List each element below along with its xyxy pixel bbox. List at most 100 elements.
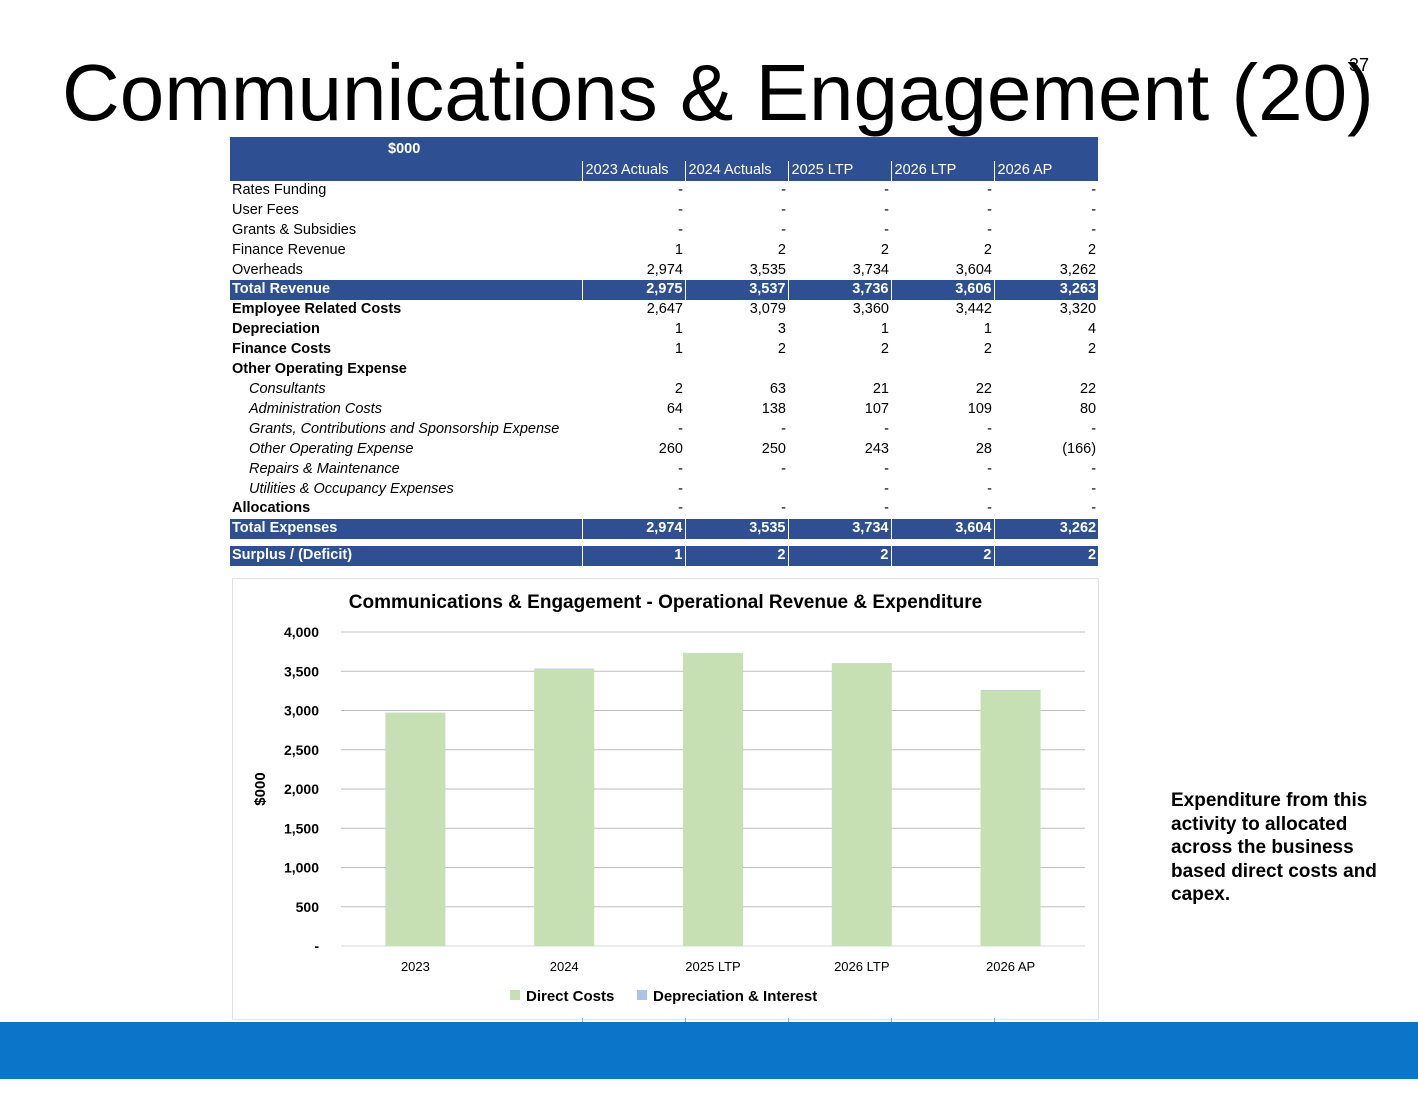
- cell-value: 2: [1088, 341, 1097, 358]
- cell-value: 3,606: [890, 280, 994, 301]
- cell-value: 63: [769, 380, 786, 397]
- cell-value: -: [987, 420, 992, 437]
- y-tick-label: 3,500: [284, 663, 319, 679]
- row-label: Other Operating Expense: [249, 440, 414, 457]
- y-tick-label: 500: [296, 899, 320, 915]
- table-row: User Fees - - - - -: [230, 201, 1098, 221]
- cell-value: -: [781, 420, 786, 437]
- cell-value: -: [678, 181, 683, 198]
- cell-value: [891, 360, 994, 380]
- row-label: Employee Related Costs: [232, 301, 402, 318]
- bar-direct-costs: [831, 663, 892, 946]
- cell-value: 3,734: [852, 261, 889, 278]
- table-row: Utilities & Occupancy Expenses - - - -: [230, 480, 1098, 500]
- cell-value: -: [884, 181, 889, 198]
- cell-value: 2,975: [581, 280, 685, 301]
- row-label: Finance Revenue: [232, 241, 346, 258]
- cell-value: 3,604: [890, 519, 994, 540]
- table-row: Overheads 2,974 3,535 3,734 3,604 3,262: [230, 261, 1098, 281]
- chart-title: Communications & Engagement - Operationa…: [349, 592, 982, 613]
- cell-value: 2: [880, 341, 889, 358]
- cell-value: 1: [674, 341, 683, 358]
- bar-direct-costs: [534, 668, 595, 946]
- table-row: Surplus / (Deficit) 1 2 2 2 2: [230, 546, 1099, 567]
- financial-table: $000 2023 Actuals 2024 Actuals 2025 LTP …: [230, 137, 1099, 567]
- cell-value: 1: [674, 321, 683, 338]
- cell-value: 2: [1088, 241, 1097, 258]
- cell-value: 4: [1088, 321, 1097, 338]
- cell-value: [994, 360, 1098, 380]
- y-tick-label: 2,000: [284, 781, 319, 797]
- chart-area: Communications & Engagement - Operationa…: [232, 578, 1099, 1020]
- table-row: Employee Related Costs 2,647 3,079 3,360 3,4…: [230, 300, 1098, 320]
- x-tick-label: 2026 LTP: [834, 959, 889, 974]
- cell-value: 1: [983, 321, 992, 338]
- cell-value: -: [1091, 221, 1097, 238]
- y-tick-label: 3,000: [284, 703, 319, 719]
- table-row: Repairs & Maintenance - - - - -: [230, 460, 1098, 480]
- cell-value: 2: [787, 546, 891, 567]
- bar-chart: Communications & Engagement - Operationa…: [252, 592, 1085, 1005]
- cell-value: 64: [666, 400, 683, 417]
- cell-value: 2: [983, 341, 992, 358]
- cell-value: 3,604: [955, 261, 992, 278]
- cell-value: -: [884, 201, 889, 218]
- cell-value: 3,535: [684, 519, 788, 540]
- y-tick-label: 1,000: [284, 860, 319, 876]
- cell-value: 107: [864, 400, 889, 417]
- cell-value: 2: [983, 241, 992, 258]
- cell-value: 2: [993, 546, 1099, 567]
- table-row: Finance Costs 1 2 2 2 2: [230, 340, 1098, 360]
- cell-value: -: [884, 420, 889, 437]
- cell-value: [788, 360, 891, 380]
- row-label: Repairs & Maintenance: [249, 460, 400, 477]
- table-row: Allocations - - - - -: [230, 499, 1098, 519]
- bar-direct-costs: [683, 653, 743, 946]
- cell-value: 2: [777, 341, 786, 358]
- cell-value: -: [1091, 460, 1097, 477]
- column-header: 2025 LTP: [787, 161, 891, 181]
- cell-value: 2: [684, 546, 788, 567]
- column-header: 2026 AP: [993, 161, 1099, 181]
- cell-value: -: [781, 201, 786, 218]
- cell-value: -: [678, 500, 683, 517]
- cell-value: 3,262: [993, 519, 1099, 540]
- cell-value: -: [987, 480, 992, 497]
- row-label: [230, 539, 582, 546]
- row-label: Grants & Subsidies: [232, 221, 357, 238]
- cell-value: 250: [761, 440, 786, 457]
- cell-value: 22: [1079, 380, 1097, 397]
- cell-value: 2: [890, 546, 994, 567]
- table-row: Other Operating Expense: [230, 360, 1098, 380]
- table-row: Grants, Contributions and Sponsorship Ex…: [230, 420, 1098, 440]
- table-row: Total Revenue 2,975 3,537 3,736 3,606 3,263: [230, 280, 1099, 301]
- table-row: Administration Costs 64 138 107 109 80: [230, 400, 1098, 420]
- y-tick-label: 1,500: [284, 820, 319, 836]
- cell-value: -: [678, 420, 683, 437]
- row-label: User Fees: [232, 201, 299, 218]
- cell-value: [685, 539, 788, 546]
- cell-value: 3,442: [955, 301, 992, 318]
- cell-value: 3,535: [749, 261, 786, 278]
- cell-value: 3,736: [787, 280, 891, 301]
- cell-value: 2: [777, 241, 786, 258]
- row-label: Total Revenue: [230, 280, 582, 301]
- cell-value: -: [781, 500, 786, 517]
- table-row: Consultants 2 63 21 22 22: [230, 380, 1098, 400]
- cell-value: [994, 539, 1098, 546]
- cell-value: 3,320: [1059, 301, 1097, 318]
- row-label: Utilities & Occupancy Expenses: [249, 480, 454, 497]
- row-label: Other Operating Expense: [232, 361, 407, 378]
- bar-direct-costs: [980, 690, 1041, 946]
- row-label: Grants, Contributions and Sponsorship Ex…: [249, 420, 560, 437]
- side-note: Expenditure from this activity to alloca…: [1171, 790, 1377, 906]
- cell-value: (166): [1062, 440, 1097, 457]
- column-header: 2023 Actuals: [581, 161, 685, 181]
- cell-value: -: [781, 181, 786, 198]
- cell-value: [891, 539, 994, 546]
- cell-value: -: [1091, 201, 1097, 218]
- table-row: Finance Revenue 1 2 2 2 2: [230, 241, 1098, 261]
- cell-value: -: [1091, 181, 1097, 198]
- page-number: 37: [1349, 55, 1370, 75]
- column-header: 2024 Actuals: [684, 161, 788, 181]
